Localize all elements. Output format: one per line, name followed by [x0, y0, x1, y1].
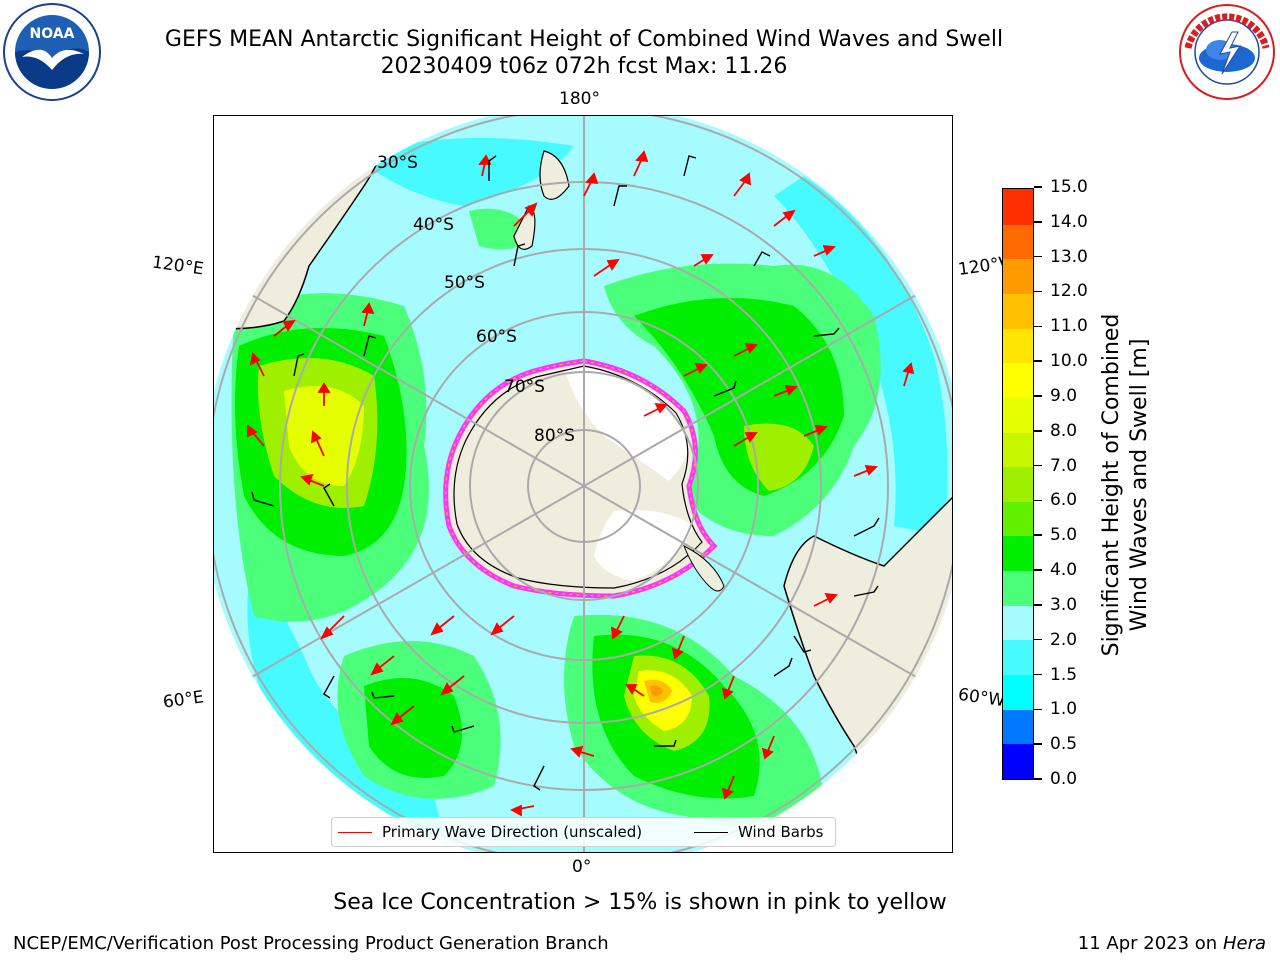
colorbar-tick-label: 5.0 — [1034, 525, 1077, 545]
colorbar-segment — [1003, 466, 1033, 502]
map-panel: 30°S 40°S 50°S 60°S 70°S 80°S — [213, 115, 953, 853]
legend-swatch-black-line — [694, 831, 728, 834]
graticule — [214, 116, 952, 852]
colorbar-segment — [1003, 743, 1033, 779]
colorbar-segment — [1003, 674, 1033, 710]
colorbar-label: Significant Height of Combined Wind Wave… — [1099, 313, 1152, 657]
sea-ice-caption: Sea Ice Concentration > 15% is shown in … — [333, 890, 947, 915]
colorbar-tick-label: 0.5 — [1034, 734, 1077, 754]
lat-label-80s: 80°S — [534, 426, 575, 446]
colorbar-tick-label: 11.0 — [1034, 316, 1088, 336]
colorbar-segment — [1003, 501, 1033, 537]
colorbar-tick-label: 15.0 — [1034, 177, 1088, 197]
colorbar-segment — [1003, 224, 1033, 260]
polar-map: 30°S 40°S 50°S 60°S 70°S 80°S — [214, 116, 952, 852]
footer-date: 11 Apr 2023 on Hera — [1077, 933, 1266, 954]
colorbar-segment — [1003, 570, 1033, 606]
colorbar-tick-label: 13.0 — [1034, 247, 1088, 267]
legend-item-wave-direction: Primary Wave Direction (unscaled) — [338, 823, 642, 841]
legend-swatch-red-line — [338, 831, 372, 834]
colorbar-tick-label: 6.0 — [1034, 490, 1077, 510]
colorbar — [1002, 188, 1034, 780]
lon-label-180: 180° — [559, 89, 600, 109]
lat-label-60s: 60°S — [476, 327, 517, 347]
lat-label-50s: 50°S — [444, 273, 485, 293]
colorbar-segment — [1003, 639, 1033, 676]
colorbar-tick-label: 9.0 — [1034, 386, 1077, 406]
chart-subtitle: 20230409 t06z 072h fcst Max: 11.26 — [380, 54, 788, 79]
colorbar-segment — [1003, 258, 1033, 294]
map-legend: Primary Wave Direction (unscaled) Wind B… — [331, 817, 836, 847]
colorbar-tick-label: 1.5 — [1034, 665, 1077, 685]
legend-item-wind-barbs: Wind Barbs — [694, 823, 823, 841]
colorbar-tick-label: 3.0 — [1034, 595, 1077, 615]
wave-direction-arrows — [247, 150, 915, 817]
colorbar-tick-label: 7.0 — [1034, 456, 1077, 476]
lat-label-70s: 70°S — [504, 377, 545, 397]
colorbar-tick-label: 14.0 — [1034, 212, 1088, 232]
lon-label-60w: 60°W — [956, 684, 1007, 712]
noaa-logo-icon: NOAA — [3, 3, 101, 101]
noaa-logo-text: NOAA — [30, 26, 75, 42]
colorbar-tick-label: 0.0 — [1034, 769, 1077, 789]
lat-label-40s: 40°S — [413, 215, 454, 235]
footer-host: Hera — [1222, 933, 1266, 954]
colorbar-segment — [1003, 397, 1033, 433]
colorbar-segment — [1003, 431, 1033, 468]
colorbar-segment — [1003, 709, 1033, 745]
lon-label-0: 0° — [572, 857, 592, 877]
colorbar-segment — [1003, 189, 1033, 225]
chart-title: GEFS MEAN Antarctic Significant Height o… — [164, 27, 1004, 52]
latitude-labels: 30°S 40°S 50°S 60°S 70°S 80°S — [377, 153, 575, 446]
colorbar-tick-label: 10.0 — [1034, 351, 1088, 371]
colorbar-tick-label: 2.0 — [1034, 630, 1077, 650]
lon-label-60e: 60°E — [161, 687, 206, 713]
lat-label-30s: 30°S — [377, 153, 418, 173]
colorbar-tick-label: 8.0 — [1034, 421, 1077, 441]
colorbar-segment — [1003, 362, 1033, 398]
colorbar-tick-label: 4.0 — [1034, 560, 1077, 580]
lon-label-120e: 120°E — [150, 252, 205, 280]
colorbar-segment — [1003, 293, 1033, 329]
colorbar-tick-label: 1.0 — [1034, 699, 1077, 719]
colorbar-segment — [1003, 535, 1033, 572]
colorbar-segment — [1003, 605, 1033, 641]
wind-barbs — [251, 155, 880, 791]
nws-logo-icon — [1179, 4, 1275, 100]
footer-credit: NCEP/EMC/Verification Post Processing Pr… — [13, 933, 609, 954]
colorbar-segment — [1003, 328, 1033, 364]
colorbar-tick-label: 12.0 — [1034, 281, 1088, 301]
